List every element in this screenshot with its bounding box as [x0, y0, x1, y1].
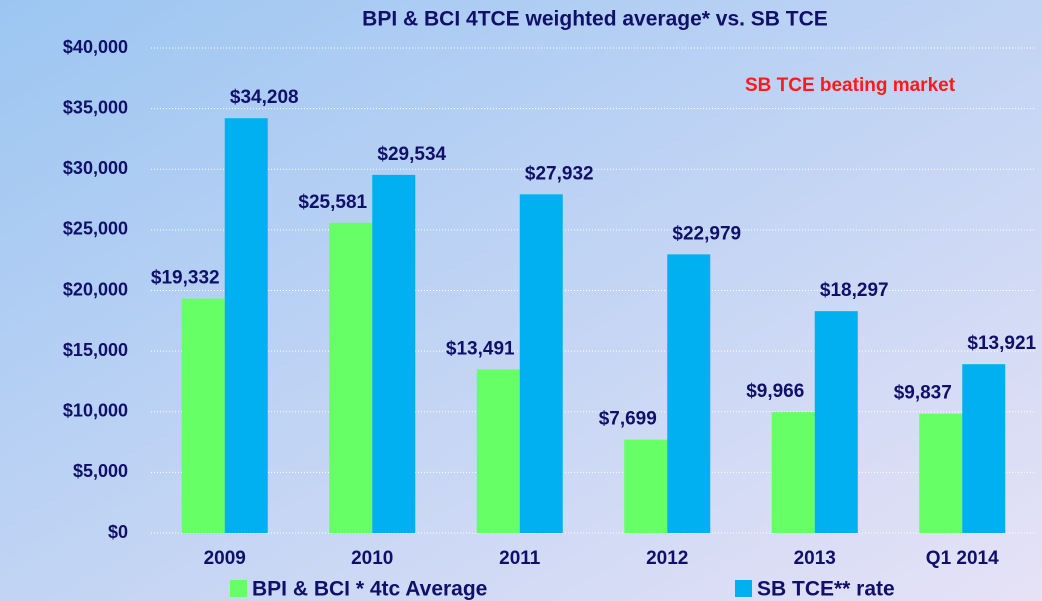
- bar: [224, 118, 268, 533]
- y-tick-label: $10,000: [63, 401, 128, 421]
- data-label: $27,932: [525, 163, 594, 184]
- data-label: $18,297: [820, 280, 889, 301]
- data-label: $22,979: [672, 223, 741, 244]
- data-label: $29,534: [377, 144, 446, 165]
- x-tick-label: 2010: [351, 548, 393, 569]
- bar: [814, 311, 858, 533]
- annotation: SB TCE beating market: [745, 75, 956, 96]
- legend-label: SB TCE** rate: [757, 578, 895, 601]
- bar: [667, 254, 711, 533]
- y-tick-label: $25,000: [63, 219, 128, 239]
- bar: [372, 174, 416, 533]
- x-tick-label: Q1 2014: [926, 548, 999, 569]
- bar: [476, 369, 520, 533]
- y-tick-label: $30,000: [63, 158, 128, 178]
- chart-title: BPI & BCI 4TCE weighted average* vs. SB …: [362, 8, 828, 31]
- data-label: $19,332: [151, 268, 220, 289]
- x-tick-label: 2012: [646, 548, 688, 569]
- bar: [181, 298, 225, 533]
- y-tick-label: $15,000: [63, 340, 128, 360]
- data-label: $9,966: [746, 381, 804, 402]
- x-tick-label: 2013: [794, 548, 836, 569]
- y-tick-label: $0: [108, 522, 128, 542]
- bar: [624, 439, 668, 533]
- bar: [519, 194, 563, 533]
- x-tick-label: 2009: [204, 548, 246, 569]
- data-label: $13,921: [967, 333, 1036, 354]
- legend-label: BPI & BCI * 4tc Average: [252, 578, 487, 601]
- y-tick-label: $20,000: [63, 279, 128, 299]
- data-label: $34,208: [230, 87, 299, 108]
- y-tick-label: $35,000: [63, 97, 128, 117]
- data-label: $13,491: [446, 338, 515, 359]
- data-label: $9,837: [894, 383, 952, 404]
- data-label: $7,699: [599, 409, 657, 430]
- y-tick-label: $40,000: [63, 37, 128, 57]
- bar: [919, 413, 963, 533]
- bar: [962, 364, 1006, 533]
- y-tick-label: $5,000: [73, 461, 128, 481]
- legend-swatch: [230, 580, 247, 597]
- data-label: $25,581: [298, 192, 367, 213]
- legend-swatch: [735, 580, 752, 597]
- bar: [771, 412, 815, 533]
- x-tick-label: 2011: [499, 548, 541, 569]
- bar: [329, 222, 373, 533]
